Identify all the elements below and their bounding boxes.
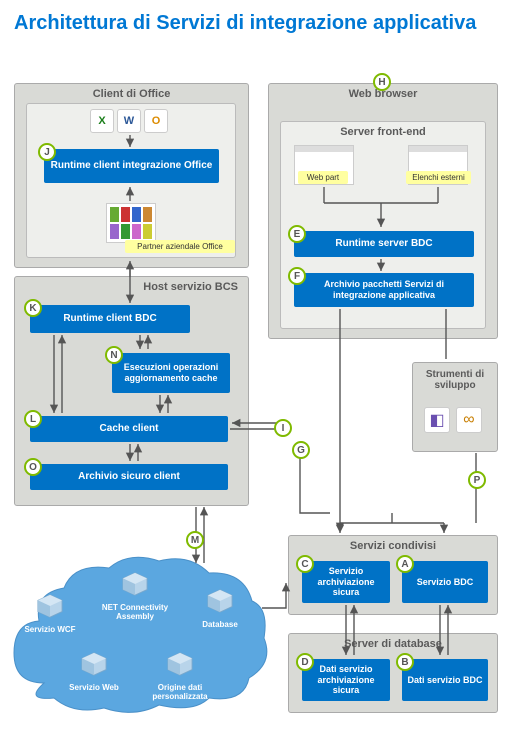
- badge-m: M: [186, 531, 204, 549]
- page-title: Architettura di Servizi di integrazione …: [0, 0, 515, 43]
- wcf-label: Servizio WCF: [20, 626, 80, 635]
- badge-n: N: [105, 346, 123, 364]
- web-label: Servizio Web: [64, 684, 124, 693]
- cube-web: Servizio Web: [64, 651, 124, 693]
- badge-p: P: [468, 471, 486, 489]
- box-secure-client: Archivio sicuro client: [30, 464, 228, 490]
- box-bdc-service: Servizio BDC: [402, 561, 488, 603]
- bcs-header: Host servizio BCS: [15, 277, 248, 297]
- frontend-header: Server front-end: [281, 122, 485, 142]
- badge-h: H: [373, 73, 391, 91]
- dbcloud-label: Database: [190, 621, 250, 630]
- badge-a: A: [396, 555, 414, 573]
- badge-o: O: [24, 458, 42, 476]
- office-header: Client di Office: [15, 84, 248, 104]
- badge-e: E: [288, 225, 306, 243]
- db-header: Server di database: [289, 634, 497, 654]
- word-icon: W: [117, 109, 141, 133]
- shared-header: Servizi condivisi: [289, 536, 497, 556]
- box-runtime-office: Runtime client integrazione Office: [44, 149, 219, 183]
- external-label: Elenchi esterni: [406, 171, 471, 184]
- excel-icon: X: [90, 109, 114, 133]
- box-cache-client: Cache client: [30, 416, 228, 442]
- outlook-icon: O: [144, 109, 168, 133]
- badge-l: L: [24, 410, 42, 428]
- box-package-archive: Archivio pacchetti Servizi di integrazio…: [294, 273, 474, 307]
- box-runtime-server: Runtime server BDC: [294, 231, 474, 257]
- cube-custom: Origine dati personalizzata: [140, 651, 220, 702]
- office-icons: X W O: [90, 109, 168, 133]
- cube-net: NET Connectivity Assembly: [100, 571, 170, 622]
- vs-icon: ∞: [456, 407, 482, 433]
- partner-label: Partner aziendale Office: [125, 240, 235, 253]
- designer-icon: ◧: [424, 407, 450, 433]
- badge-i: I: [274, 419, 292, 437]
- badge-c: C: [296, 555, 314, 573]
- box-runtime-bdc-client: Runtime client BDC: [30, 305, 190, 333]
- custom-label: Origine dati personalizzata: [140, 684, 220, 702]
- badge-g: G: [292, 441, 310, 459]
- diagram-container: Client di Office X W O J Runtime client …: [0, 43, 515, 743]
- cube-wcf: Servizio WCF: [20, 593, 80, 635]
- tool-icons: ◧ ∞: [424, 407, 482, 433]
- box-secure-data: Dati servizio archiviazione sicura: [302, 659, 390, 701]
- tools-header: Strumenti di sviluppo: [413, 363, 497, 397]
- box-bdc-data: Dati servizio BDC: [402, 659, 488, 701]
- badge-k: K: [24, 299, 42, 317]
- box-cache-ops: Esecuzioni operazioni aggiornamento cach…: [112, 353, 230, 393]
- webpart-label: Web part: [298, 171, 348, 184]
- badge-j: J: [38, 143, 56, 161]
- partner-grid-icon: [106, 203, 156, 243]
- net-label: NET Connectivity Assembly: [100, 604, 170, 622]
- box-secure-service: Servizio archiviazione sicura: [302, 561, 390, 603]
- badge-f: F: [288, 267, 306, 285]
- badge-d: D: [296, 653, 314, 671]
- cube-db: Database: [190, 588, 250, 630]
- badge-b: B: [396, 653, 414, 671]
